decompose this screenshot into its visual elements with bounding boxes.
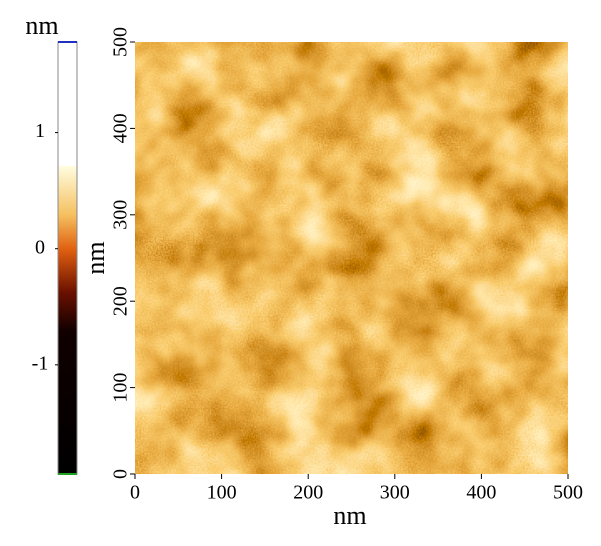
axes: 0 100 200 300 400 500 0 100 200 300 400 500 -1 0 1 xyxy=(32,27,583,504)
colorbar xyxy=(57,41,78,475)
y-tick-label: 300 xyxy=(110,200,132,230)
colorbar-tick-label: -1 xyxy=(32,352,49,374)
x-tick-label: 500 xyxy=(553,482,583,504)
x-tick-label: 300 xyxy=(380,482,410,504)
x-tick-label: 100 xyxy=(207,482,237,504)
colorbar-label: nm xyxy=(25,11,58,40)
x-axis-label: nm xyxy=(333,501,366,530)
colorbar-tick-label: 0 xyxy=(35,236,45,258)
afm-image xyxy=(135,42,568,474)
y-tick-label: 100 xyxy=(110,373,132,403)
x-tick-label: 0 xyxy=(130,482,140,504)
x-tick-label: 200 xyxy=(293,482,323,504)
colorbar-tick-label: 1 xyxy=(35,120,45,142)
y-tick-label: 500 xyxy=(110,27,132,57)
x-tick-label: 400 xyxy=(466,482,496,504)
y-tick-label: 0 xyxy=(110,469,132,479)
y-tick-label: 400 xyxy=(110,113,132,143)
y-tick-label: 200 xyxy=(110,286,132,316)
y-axis-label: nm xyxy=(81,241,110,274)
